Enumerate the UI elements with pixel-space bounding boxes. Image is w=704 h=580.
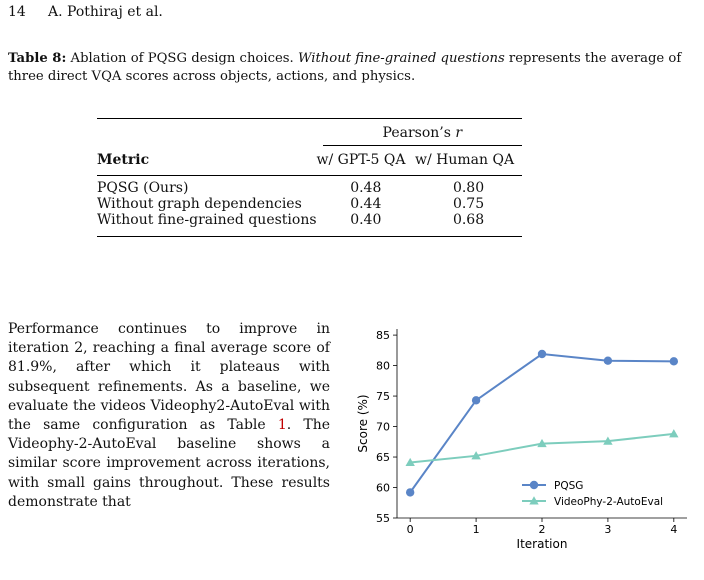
caption-text-b: represents the average of three direct V… <box>8 51 682 84</box>
x-tick-label: 3 <box>604 523 611 536</box>
row-metric: PQSG (Ours) <box>97 175 317 196</box>
caption-label: Table 8: <box>8 51 67 66</box>
x-tick-label: 0 <box>407 523 414 536</box>
x-tick-label: 4 <box>670 523 677 536</box>
table-group-header-row: Pearson’s r <box>97 118 523 150</box>
caption-text-a: Ablation of PQSG design choices. <box>66 51 298 66</box>
score-line-chart: 55 60 65 70 75 80 85 0 1 2 3 4 Iteration Score (%) PQS… <box>356 329 687 551</box>
legend-marker <box>529 496 539 505</box>
table-row: Without fine-grained questions 0.40 0.68 <box>97 212 523 237</box>
data-point <box>603 356 613 365</box>
row-human: 0.68 <box>415 212 523 237</box>
x-tick-label: 1 <box>473 523 480 536</box>
paragraph-text-a: Performance continues to improve in iter… <box>8 321 330 434</box>
table-header-row: Metric w/ GPT-5 QA w/ Human QA <box>97 150 522 176</box>
data-point <box>405 488 415 497</box>
ablation-table: Pearson’s r Metric w/ GPT-5 QA w/ Human … <box>97 118 523 237</box>
x-axis-label: Iteration <box>517 537 568 551</box>
row-metric: Without fine-grained questions <box>97 212 317 237</box>
data-point <box>603 436 613 445</box>
y-tick-label: 60 <box>376 482 390 495</box>
table-row: PQSG (Ours) 0.48 0.80 <box>97 175 523 196</box>
data-point <box>669 357 679 366</box>
paragraph-text-b: . The Videophy-2-AutoEval baseline shows… <box>8 417 330 510</box>
running-authors: A. Pothiraj et al. <box>48 4 163 20</box>
data-point <box>471 396 481 405</box>
metric-header: Metric <box>97 152 150 168</box>
row-gpt5: 0.40 <box>316 212 416 237</box>
y-tick-label: 55 <box>376 512 390 525</box>
data-point <box>537 438 547 448</box>
data-point <box>537 349 547 359</box>
table-row: Without graph dependencies 0.44 0.75 <box>97 196 522 212</box>
row-human: 0.75 <box>452 196 485 212</box>
legend-label: VideoPhy-2-AutoEval <box>554 496 663 508</box>
pearson-r-symbol: r <box>455 125 463 141</box>
table-group-header: Pearson’s r <box>316 118 523 150</box>
caption-italic: Without fine-grained questions <box>297 51 505 66</box>
human-header: w/ Human QA <box>415 152 515 168</box>
y-tick-label: 70 <box>376 421 390 434</box>
data-point <box>471 451 481 460</box>
y-tick-label: 85 <box>376 329 390 342</box>
y-tick-label: 80 <box>376 360 390 373</box>
y-tick-label: 75 <box>376 390 390 403</box>
series-line-1 <box>409 352 674 493</box>
gpt5-header: w/ GPT-5 QA <box>316 152 406 168</box>
page-number: 14 <box>8 4 26 20</box>
row-gpt5: 0.48 <box>316 175 416 196</box>
x-tick-label: 2 <box>539 523 546 536</box>
table-caption: Table 8: Ablation of PQSG design choices… <box>8 50 696 86</box>
y-axis-label: Score (%) <box>356 394 370 452</box>
y-tick-label: 65 <box>376 451 390 464</box>
legend-label: PQSG <box>554 480 583 492</box>
page-header: 14 A. Pothiraj et al. <box>8 4 163 20</box>
legend-marker <box>529 480 539 490</box>
data-point <box>669 429 679 438</box>
row-metric: Without graph dependencies <box>97 196 302 212</box>
data-point <box>405 457 415 467</box>
pearson-r-header: Pearson’s r <box>322 125 523 146</box>
body-paragraph: Performance continues to improve in iter… <box>8 320 330 512</box>
row-human: 0.80 <box>415 175 523 196</box>
table-reference-link[interactable]: 1 <box>277 417 287 434</box>
row-gpt5: 0.44 <box>350 196 382 212</box>
